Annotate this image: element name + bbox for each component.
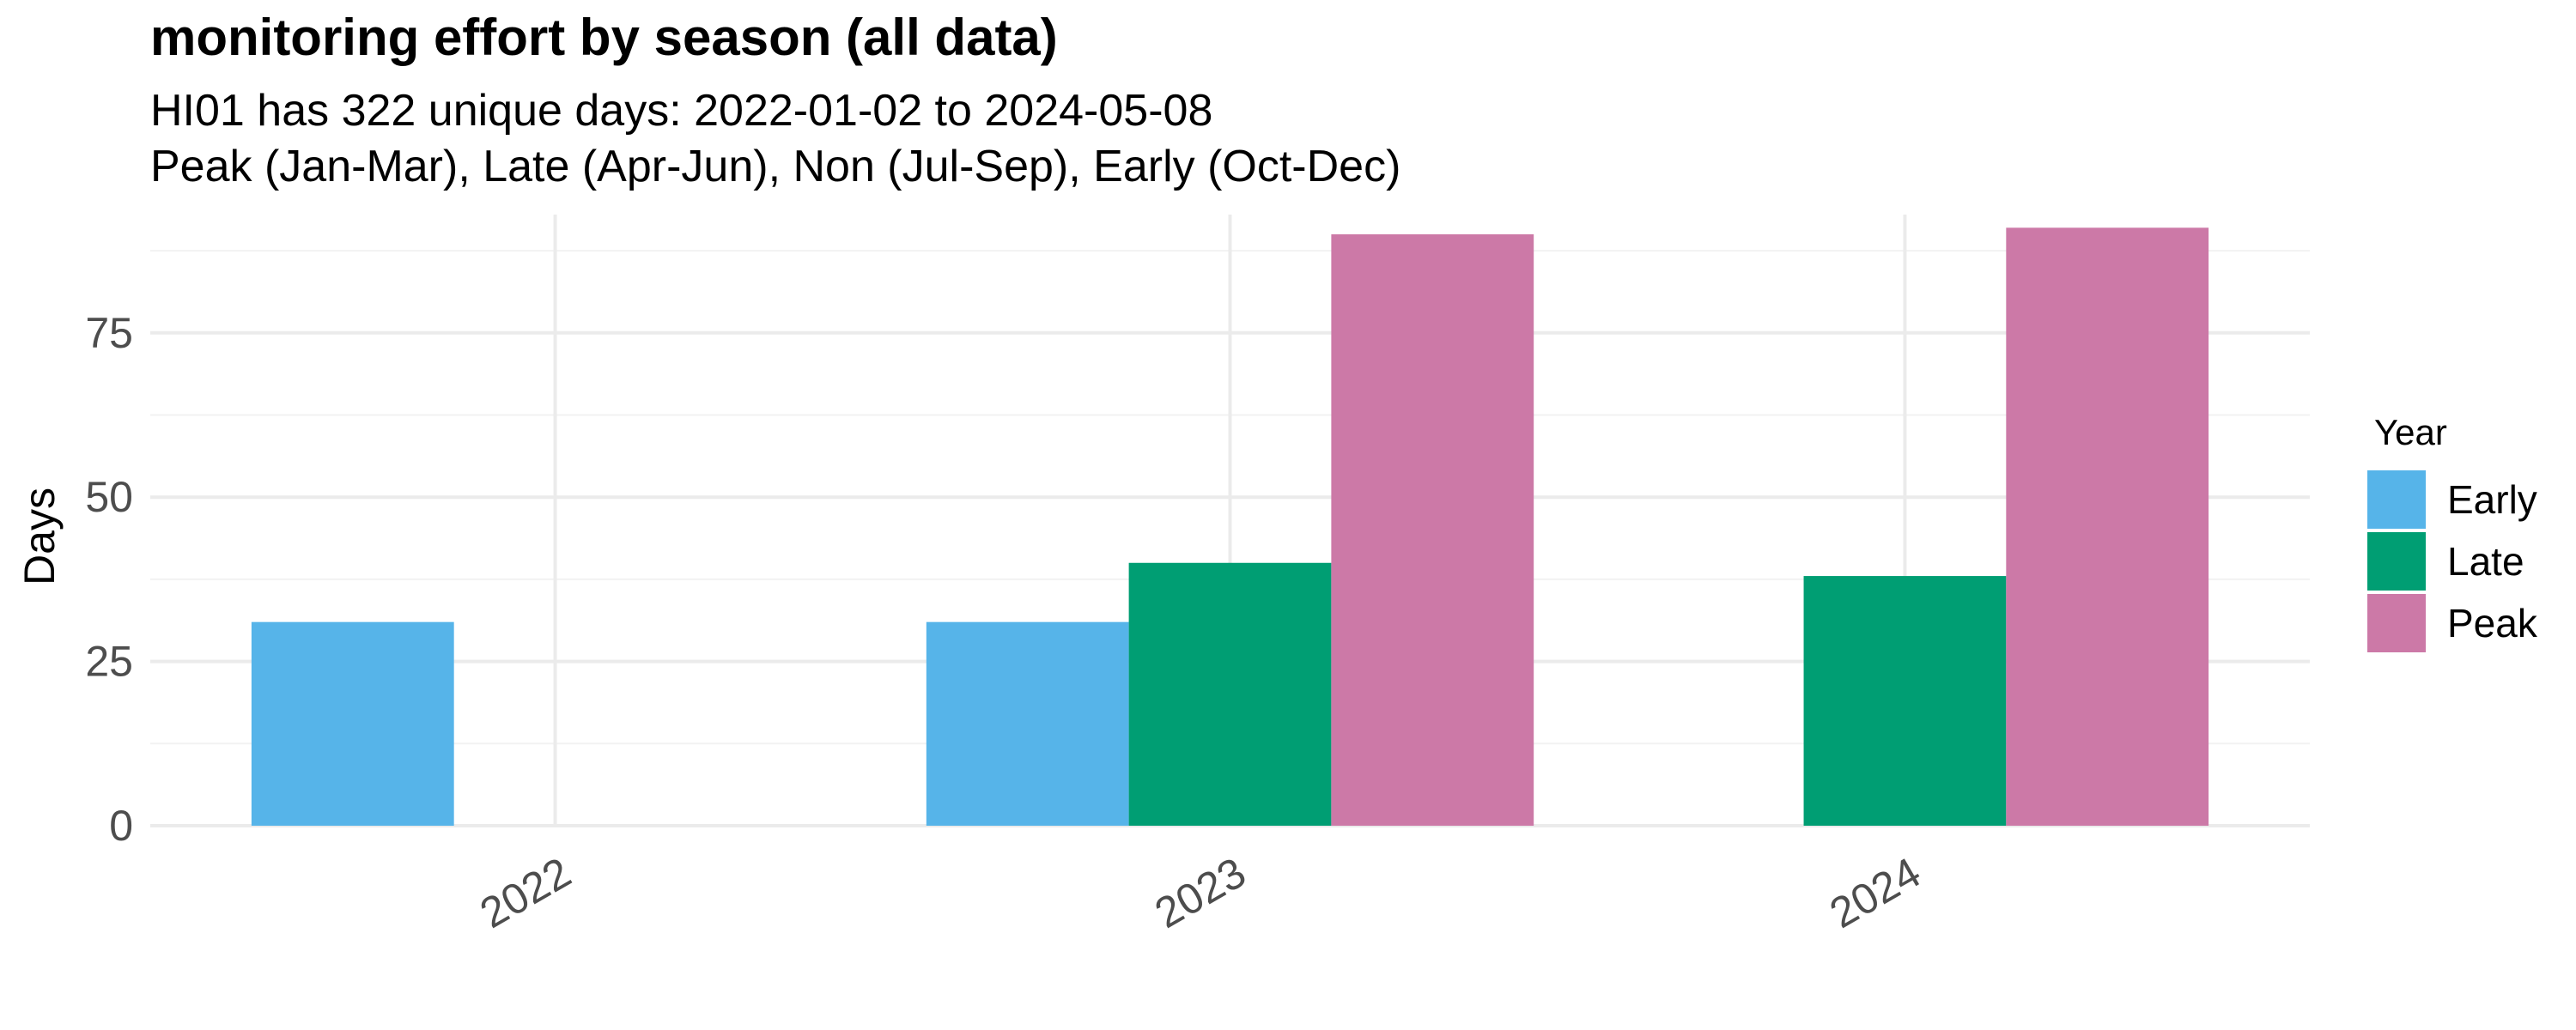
y-tick-label: 25 — [85, 638, 133, 686]
legend-label-early: Early — [2447, 477, 2537, 522]
chart-title: monitoring effort by season (all data) — [150, 9, 1058, 66]
bar-late-2023 — [1128, 562, 1332, 826]
bar-late-2024 — [1803, 576, 2007, 826]
bar-early-2023 — [926, 621, 1129, 826]
y-tick-label: 0 — [109, 802, 133, 850]
chart-subtitle-line-1: HI01 has 322 unique days: 2022-01-02 to … — [150, 86, 1212, 136]
y-axis-title: Days — [15, 488, 64, 585]
legend-swatch-late — [2367, 532, 2426, 591]
legend-items: Early Late Peak — [2367, 470, 2538, 652]
x-tick-label: 2022 — [472, 848, 579, 937]
bar-peak-2023 — [1331, 233, 1534, 826]
x-axis-ticks: 2022 2023 2024 — [472, 848, 1929, 937]
bar-peak-2024 — [2006, 227, 2209, 826]
bar-early-2022 — [251, 621, 454, 826]
legend-label-late: Late — [2447, 539, 2524, 584]
y-tick-label: 50 — [85, 473, 133, 521]
legend-swatch-peak — [2367, 594, 2426, 652]
x-tick-label: 2024 — [1822, 848, 1929, 937]
x-tick-label: 2023 — [1147, 848, 1254, 937]
legend: Year Early Late Peak — [2367, 412, 2538, 652]
legend-swatch-early — [2367, 470, 2426, 529]
legend-title: Year — [2374, 412, 2447, 452]
y-axis-ticks: 0 25 50 75 — [85, 309, 133, 850]
y-tick-label: 75 — [85, 309, 133, 357]
bars — [251, 227, 2209, 826]
legend-label-peak: Peak — [2447, 601, 2538, 645]
chart-subtitle-line-2: Peak (Jan-Mar), Late (Apr-Jun), Non (Jul… — [150, 142, 1400, 191]
